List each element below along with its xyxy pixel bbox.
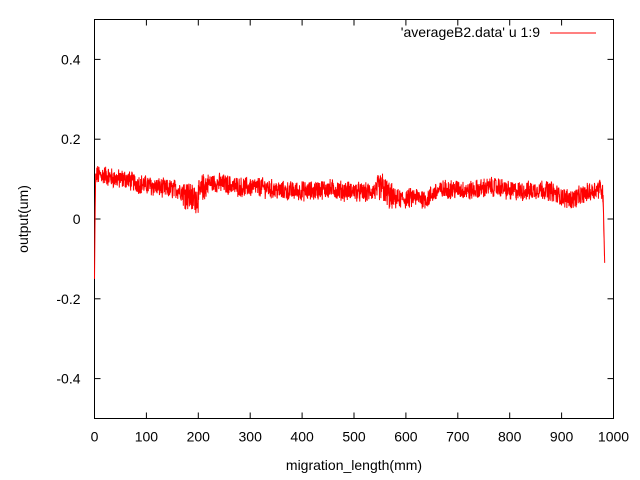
x-tick-label: 0 xyxy=(91,429,99,445)
x-tick-label: 600 xyxy=(394,429,418,445)
y-tick-label: 0.2 xyxy=(61,131,81,147)
y-tick-label: -0.2 xyxy=(56,291,80,307)
x-tick-label: 700 xyxy=(446,429,470,445)
x-tick-label: 800 xyxy=(498,429,522,445)
y-tick-label: 0 xyxy=(73,211,81,227)
plot-frame xyxy=(94,19,614,419)
x-tick-label: 400 xyxy=(290,429,314,445)
series-layer xyxy=(94,165,606,279)
x-tick-label: 1000 xyxy=(598,429,629,445)
x-tick-label: 300 xyxy=(239,429,263,445)
x-tick-label: 500 xyxy=(342,429,366,445)
legend: 'averageB2.data' u 1:9 xyxy=(401,24,596,40)
series-line xyxy=(94,165,606,279)
y-axis-label: output(um) xyxy=(15,185,31,253)
x-axis-label: migration_length(mm) xyxy=(286,457,422,473)
x-tick-label: 100 xyxy=(135,429,159,445)
legend-series-label: 'averageB2.data' u 1:9 xyxy=(401,24,540,40)
y-axis-ticks: -0.4 -0.2 0 0.2 0.4 xyxy=(56,51,614,387)
y-tick-label: 0.4 xyxy=(61,51,81,67)
x-axis-ticks: 0 100 200 300 400 500 600 700 800 900 1000 xyxy=(91,19,629,445)
x-tick-label: 200 xyxy=(187,429,211,445)
y-tick-label: -0.4 xyxy=(56,371,80,387)
x-tick-label: 900 xyxy=(550,429,574,445)
